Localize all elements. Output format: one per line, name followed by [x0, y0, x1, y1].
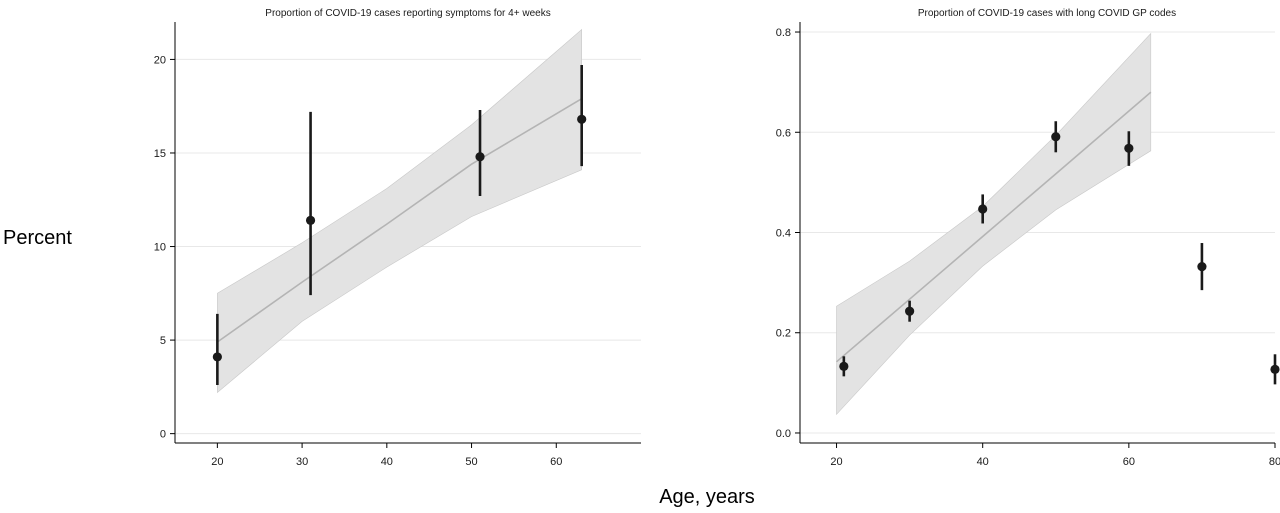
- x-tick-label: 60: [1123, 456, 1135, 468]
- data-point: [839, 361, 849, 371]
- y-tick-label: 20: [154, 54, 166, 66]
- data-point: [1197, 261, 1207, 272]
- x-tick-label: 40: [977, 456, 989, 468]
- y-tick-label: 15: [154, 148, 166, 160]
- y-tick-label: 0.2: [776, 328, 791, 340]
- y-tick-label: 5: [160, 335, 166, 347]
- data-point: [1270, 364, 1280, 374]
- y-tick-label: 0: [160, 429, 166, 441]
- y-axis-label: Percent: [3, 227, 72, 249]
- x-tick-label: 40: [381, 456, 393, 468]
- data-point: [305, 215, 316, 225]
- x-tick-label: 20: [830, 456, 842, 468]
- data-point: [1051, 132, 1061, 142]
- panel-title: Proportion of COVID-19 cases reporting s…: [265, 8, 550, 19]
- y-tick-label: 0.0: [776, 428, 791, 440]
- data-point: [475, 152, 485, 162]
- confidence-band: [836, 32, 1152, 416]
- y-tick-label: 0.4: [776, 228, 791, 240]
- y-tick-label: 0.6: [776, 127, 791, 139]
- data-point: [212, 352, 222, 362]
- x-tick-label: 30: [296, 456, 308, 468]
- panel-title: Proportion of COVID-19 cases with long C…: [918, 8, 1176, 19]
- data-point: [905, 306, 915, 316]
- x-tick-label: 80: [1269, 456, 1280, 468]
- y-tick-label: 0.8: [776, 27, 791, 39]
- x-tick-label: 20: [211, 456, 223, 468]
- data-point: [1124, 143, 1134, 153]
- x-axis-label: Age, years: [659, 486, 755, 508]
- data-point: [577, 114, 587, 124]
- y-tick-label: 10: [154, 242, 166, 254]
- x-tick-label: 50: [465, 456, 477, 468]
- confidence-band: [217, 28, 582, 394]
- fit-line: [835, 91, 1152, 363]
- x-tick-label: 60: [550, 456, 562, 468]
- panel-long-covid-gp-codes: Proportion of COVID-19 cases with long C…: [776, 8, 1280, 468]
- fit-line: [216, 98, 583, 343]
- panel-symptoms-4-weeks: Proportion of COVID-19 cases reporting s…: [154, 8, 641, 468]
- data-point: [978, 204, 988, 214]
